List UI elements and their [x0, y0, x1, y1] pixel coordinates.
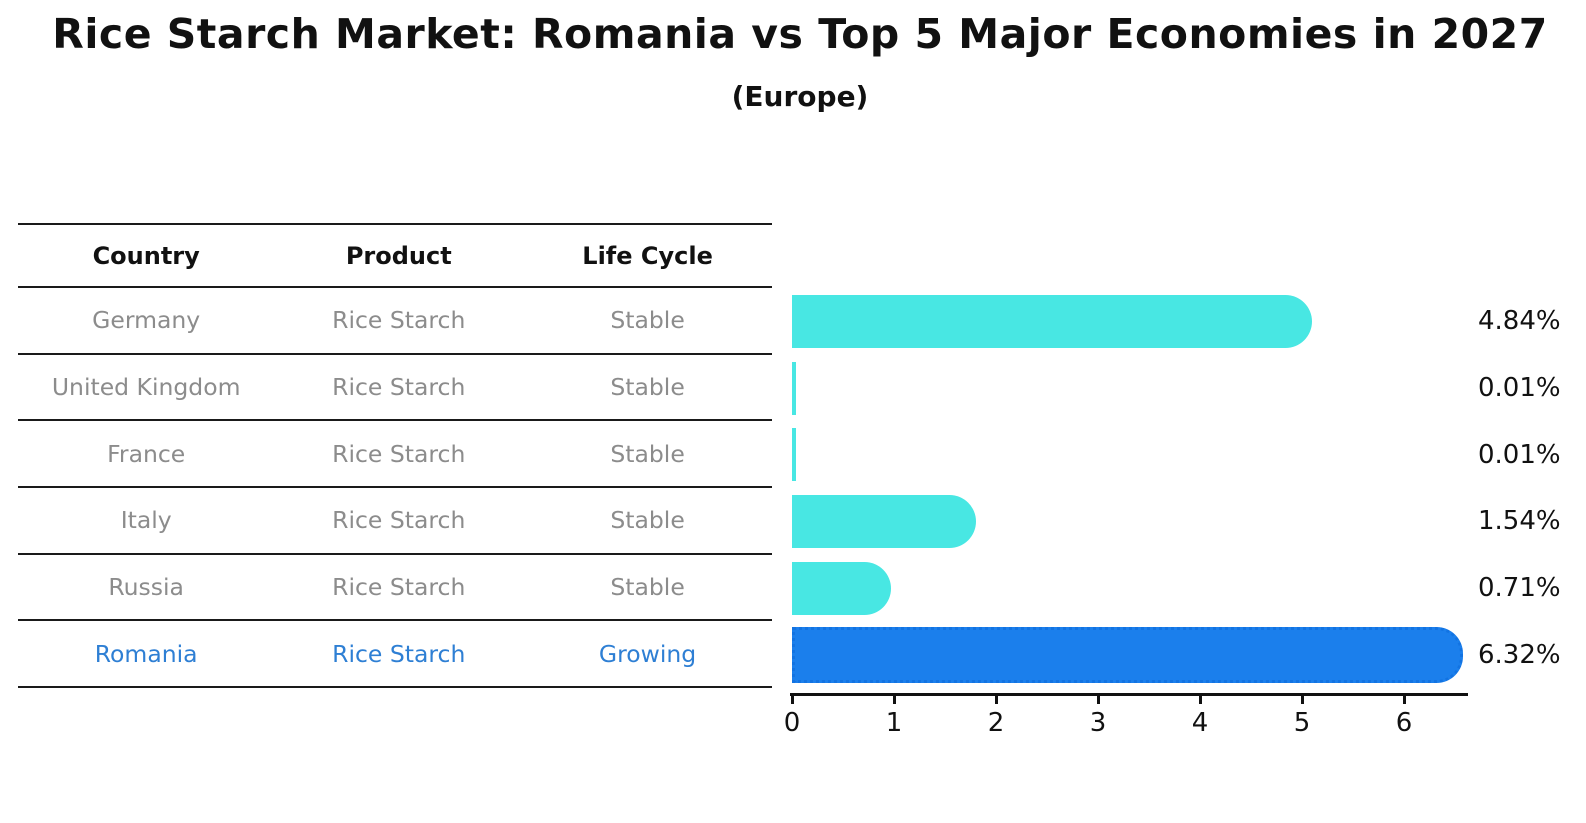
- table-header-lifecycle: Life Cycle: [582, 241, 713, 270]
- bar-france: [792, 428, 796, 482]
- table-cell-lifecycle: Growing: [598, 639, 697, 668]
- table-cell-lifecycle: Stable: [610, 306, 685, 335]
- table-cell-country: Russia: [108, 573, 184, 602]
- x-tick-label: 0: [783, 708, 801, 738]
- table-header-product: Product: [345, 241, 452, 270]
- bar-united-kingdom: [792, 361, 796, 415]
- table-header-country: Country: [92, 241, 200, 270]
- table-cell-product: Rice Starch: [332, 573, 466, 602]
- chart-title: Rice Starch Market: Romania vs Top 5 Maj…: [52, 10, 1548, 58]
- chart-subtitle: (Europe): [731, 80, 869, 113]
- x-tick-label: 5: [1293, 708, 1311, 738]
- table-row-france: France Rice Starch Stable: [18, 421, 772, 489]
- table-header-row: Country Product Life Cycle: [18, 223, 772, 288]
- value-label-romania: 6.32%: [1478, 639, 1561, 670]
- bar-romania: [792, 626, 1464, 683]
- x-tick-label: 1: [885, 708, 903, 738]
- table-cell-country: Italy: [120, 506, 172, 535]
- x-tick-label: 6: [1395, 708, 1413, 738]
- bar-italy: [792, 494, 976, 548]
- x-tick-mark: [1402, 695, 1406, 704]
- value-label-italy: 1.54%: [1478, 506, 1561, 537]
- x-tick-mark: [1096, 695, 1100, 704]
- table-cell-product: Rice Starch: [332, 639, 466, 668]
- table-cell-product: Rice Starch: [332, 373, 466, 402]
- x-tick-label: 2: [987, 708, 1005, 738]
- value-label-russia: 0.71%: [1478, 573, 1561, 604]
- table-body: Germany Rice Starch Stable United Kingdom Ri…: [18, 288, 772, 689]
- bar-russia: [792, 561, 891, 615]
- x-tick-mark: [994, 695, 998, 704]
- value-label-germany: 4.84%: [1478, 306, 1561, 337]
- table-cell-product: Rice Starch: [332, 506, 466, 535]
- table-cell-lifecycle: Stable: [610, 573, 685, 602]
- table-row-romania: Romania Rice Starch Growing: [18, 621, 772, 689]
- table-cell-country: France: [107, 439, 186, 468]
- x-tick-label: 3: [1089, 708, 1107, 738]
- table-cell-country: Germany: [92, 306, 201, 335]
- table-row-united-kingdom: United Kingdom Rice Starch Stable: [18, 355, 772, 422]
- value-label-united-kingdom: 0.01%: [1478, 373, 1561, 404]
- x-tick-mark: [892, 695, 896, 704]
- table-row-russia: Russia Rice Starch Stable: [18, 555, 772, 622]
- x-tick-mark: [790, 695, 794, 704]
- table-cell-country: Romania: [94, 639, 198, 668]
- country-table: Country Product Life Cycle Germany Rice S…: [18, 223, 772, 689]
- table-cell-lifecycle: Stable: [610, 439, 685, 468]
- table-cell-product: Rice Starch: [332, 439, 466, 468]
- table-cell-lifecycle: Stable: [610, 373, 685, 402]
- x-tick-mark: [1198, 695, 1202, 704]
- bar-germany: [792, 294, 1313, 348]
- table-cell-lifecycle: Stable: [610, 506, 685, 535]
- value-label-france: 0.01%: [1478, 439, 1561, 470]
- table-cell-country: United Kingdom: [51, 373, 241, 402]
- x-tick-mark: [1300, 695, 1304, 704]
- table-cell-product: Rice Starch: [332, 306, 466, 335]
- x-tick-label: 4: [1191, 708, 1209, 738]
- table-row-italy: Italy Rice Starch Stable: [18, 488, 772, 555]
- x-axis-line: [790, 693, 1468, 696]
- table-row-germany: Germany Rice Starch Stable: [18, 288, 772, 355]
